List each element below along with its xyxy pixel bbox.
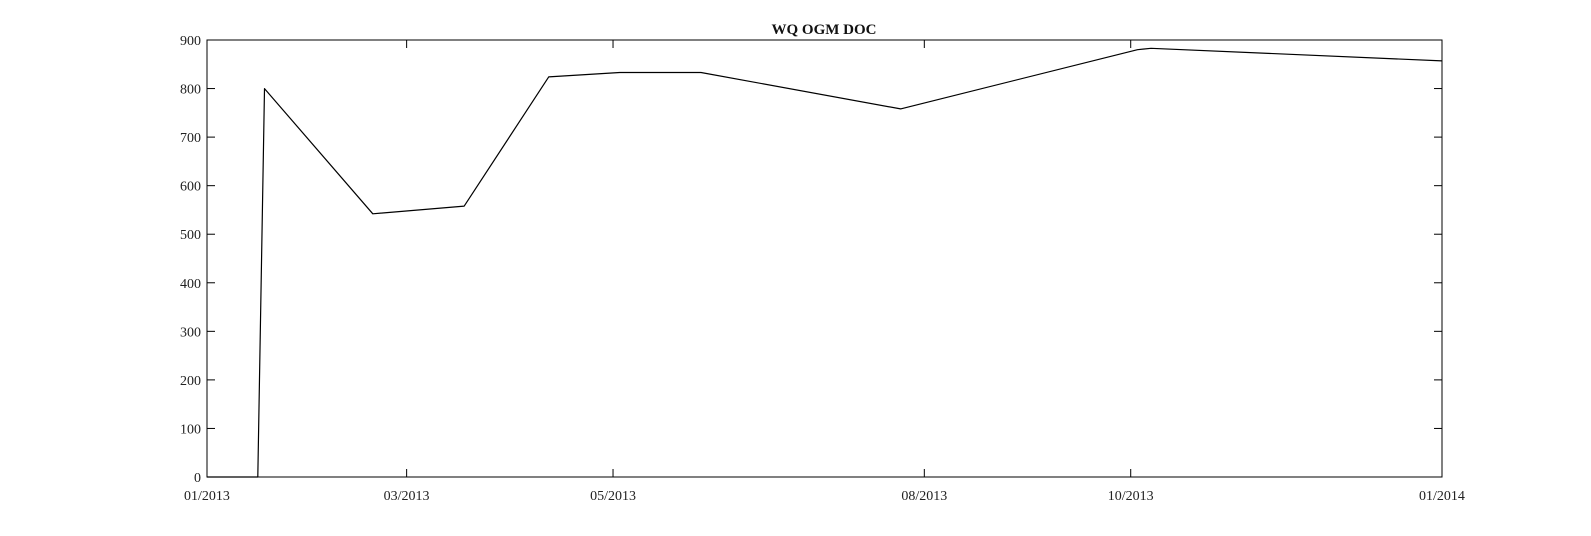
chart-title: WQ OGM DOC <box>772 22 877 38</box>
y-tick-label: 200 <box>180 374 201 389</box>
y-tick-label: 300 <box>180 325 201 340</box>
y-tick-label: 600 <box>180 180 201 195</box>
x-tick-label: 01/2014 <box>1419 489 1465 504</box>
y-tick-label: 700 <box>180 131 201 146</box>
x-tick-label: 03/2013 <box>384 489 430 504</box>
y-tick-label: 400 <box>180 277 201 292</box>
y-axis: 0 100 200 300 400 500 600 700 800 900 <box>180 34 1442 486</box>
y-tick-label: 0 <box>194 471 201 486</box>
y-tick-label: 800 <box>180 83 201 98</box>
x-tick-label: 10/2013 <box>1108 489 1154 504</box>
y-tick-label: 100 <box>180 422 201 437</box>
y-tick-label: 900 <box>180 34 201 49</box>
series-line <box>207 47 1443 478</box>
x-tick-label: 01/2013 <box>184 489 230 504</box>
x-tick-label: 08/2013 <box>901 489 947 504</box>
x-tick-label: 05/2013 <box>590 489 636 504</box>
series-group <box>207 47 1443 478</box>
y-tick-label: 500 <box>180 228 201 243</box>
x-axis: 01/2013 03/2013 05/2013 08/2013 10/2013 01/20… <box>184 40 1465 504</box>
plot-frame <box>206 39 1443 478</box>
